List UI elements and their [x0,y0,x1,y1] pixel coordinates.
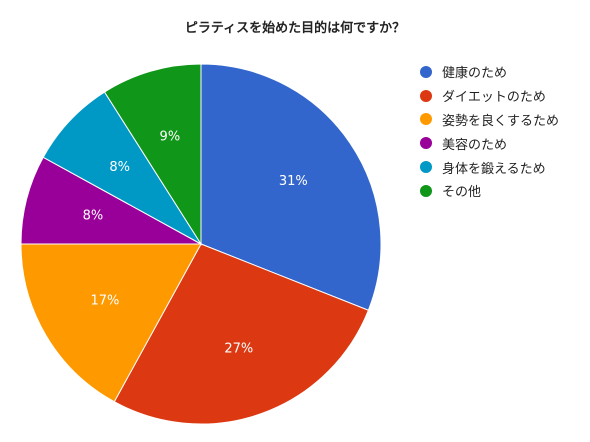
legend-label: その他 [442,185,482,201]
legend-label: ダイエットのため [442,90,546,106]
pie-slice [20,156,202,245]
legend-item: ダイエットのため [420,84,559,108]
legend-label: 身体を鍛えるため [442,161,546,177]
legend-swatch [420,113,432,126]
slice-label: 9% [160,129,181,144]
legend: 健康のため ダイエットのため 姿勢を良くするため 美容のため 身体を鍛えるため … [420,60,559,203]
pie-slice [200,63,382,311]
legend-swatch [420,184,432,197]
slice-label: 8% [109,160,130,175]
legend-swatch [420,89,432,102]
slice-label: 31% [279,174,308,189]
legend-label: 美容のため [442,137,508,153]
pie-slice [113,243,370,425]
slice-label: 17% [90,293,119,308]
legend-item: 美容のため [420,131,559,155]
legend-swatch [420,65,432,78]
slice-label: 27% [224,342,253,357]
legend-item: 健康のため [420,60,559,84]
legend-swatch [420,161,432,174]
pie-slice [103,63,202,246]
pie-slice [20,243,202,403]
chart-title: ピラティスを始めた目的は何ですか？ [184,21,406,36]
legend-swatch [420,137,432,150]
legend-item: 身体を鍛えるため [420,155,559,179]
legend-label: 姿勢を良くするため [442,113,560,129]
legend-item: 姿勢を良くするため [420,108,559,132]
legend-label: 健康のため [442,66,508,82]
legend-item: その他 [420,179,559,203]
pie-slice [42,91,202,245]
slice-label: 8% [83,209,104,224]
